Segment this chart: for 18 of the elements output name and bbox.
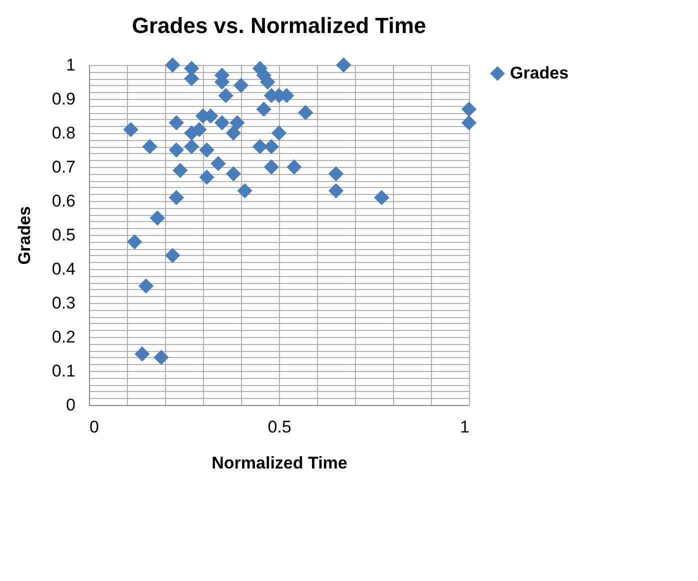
y-tick-label: 1 xyxy=(66,56,76,74)
y-tick-label: 0.1 xyxy=(52,362,76,380)
x-axis-title: Normalized Time xyxy=(212,454,348,472)
legend-label: Grades xyxy=(510,64,569,82)
x-tick-label: 1 xyxy=(460,418,470,436)
y-tick-label: 0.3 xyxy=(52,294,76,312)
x-tick-label: 0.5 xyxy=(268,418,292,436)
x-tick-label: 0 xyxy=(90,418,99,436)
y-tick-label: 0.4 xyxy=(52,260,76,278)
y-tick-label: 0.6 xyxy=(52,192,76,210)
y-tick-label: 0.7 xyxy=(52,158,76,176)
chart-title: Grades vs. Normalized Time xyxy=(132,13,426,38)
y-tick-label: 0.5 xyxy=(52,226,76,244)
y-axis-title: Grades xyxy=(14,206,34,265)
y-tick-label: 0.2 xyxy=(52,328,76,346)
y-tick-label: 0.8 xyxy=(52,124,76,142)
y-tick-label: 0.9 xyxy=(52,90,76,108)
y-tick-label: 0 xyxy=(66,396,76,414)
